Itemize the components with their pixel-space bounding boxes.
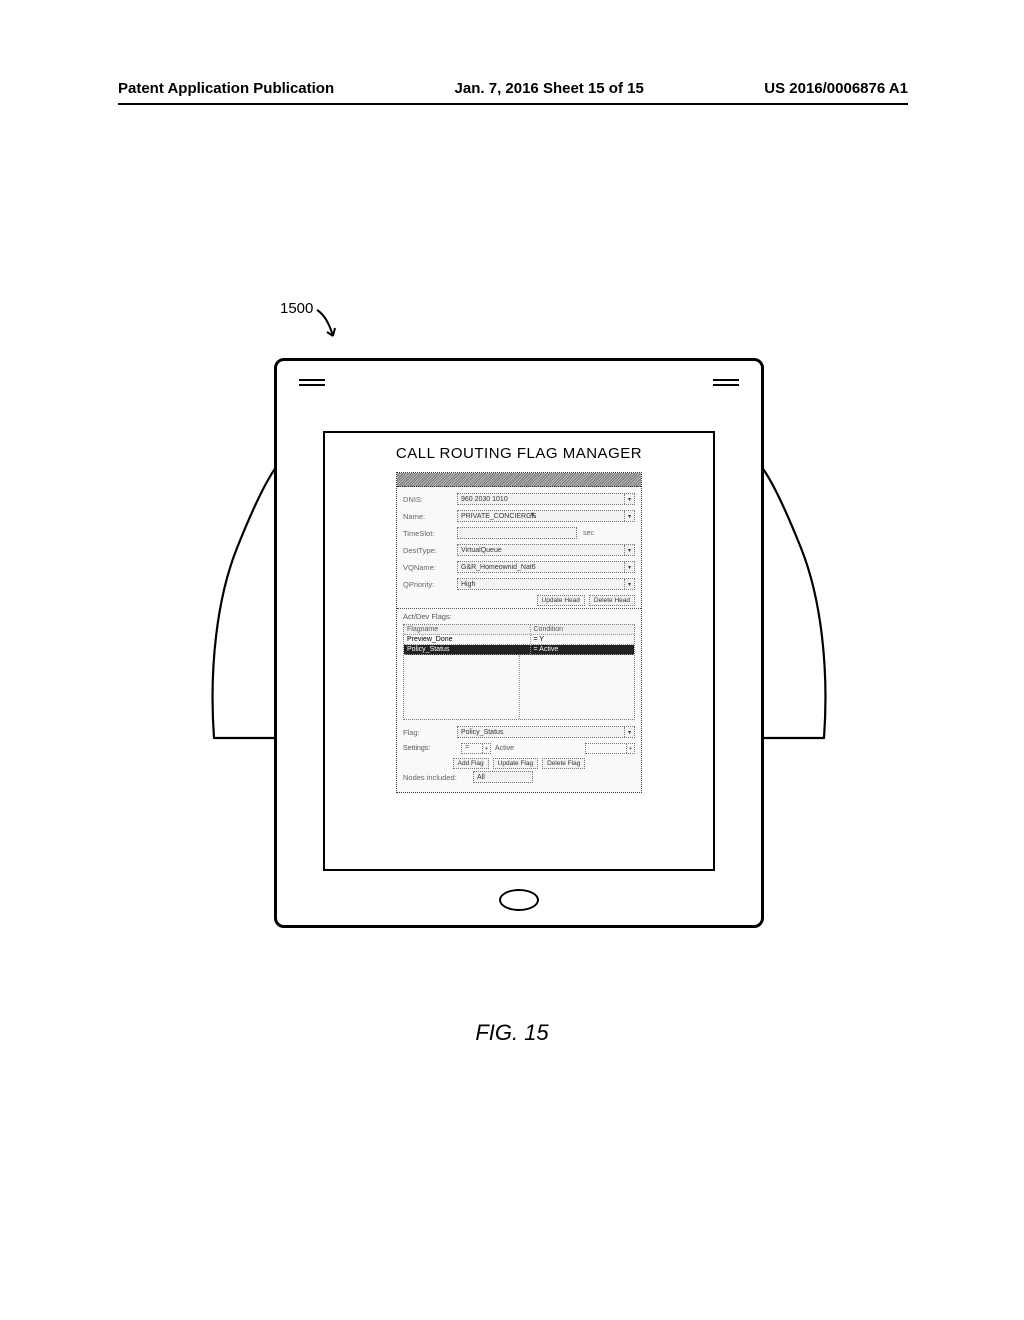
timeslot-label: TimeSlot: (403, 529, 457, 538)
timeslot-unit: sec (583, 530, 594, 537)
chevron-down-icon[interactable]: ▾ (624, 545, 634, 555)
vqname-field[interactable]: G&R_Homeownid_Nat6 ▾ (457, 561, 635, 573)
chevron-down-icon[interactable]: ▾ (624, 579, 634, 589)
cell-flagname: Policy_Status (404, 645, 531, 654)
tablet-screen: CALL ROUTING FLAG MANAGER DNIS: 960 2030… (323, 431, 715, 871)
header-right: US 2016/0006876 A1 (764, 80, 908, 97)
vqname-value: G&R_Homeownid_Nat6 (461, 564, 536, 571)
desttype-label: DestType: (403, 546, 457, 555)
dnis-field[interactable]: 960 2030 1010 ▾ (457, 493, 635, 505)
flag-value: Policy_Status (461, 729, 503, 736)
nodes-field[interactable]: All (473, 771, 533, 783)
flag-field[interactable]: Policy_Status ▾ (457, 726, 635, 738)
qpriority-label: QPriority: (403, 580, 457, 589)
name-value: PRIVATE_CONCIERGE (461, 513, 536, 520)
cursor-icon: ↖ (530, 510, 538, 521)
page-header: Patent Application Publication Jan. 7, 2… (118, 80, 908, 105)
speaker-left-icon (299, 379, 325, 389)
table-row[interactable]: Preview_Done = Y (404, 635, 634, 645)
update-flag-button[interactable]: Update Flag (493, 758, 538, 769)
settings-val-field[interactable]: ▾ (585, 743, 635, 754)
delete-flag-button[interactable]: Delete Flag (542, 758, 585, 769)
table-row[interactable]: Policy_Status = Active (404, 645, 634, 655)
qpriority-value: High (461, 581, 475, 588)
header-center: Jan. 7, 2016 Sheet 15 of 15 (455, 80, 644, 97)
chevron-down-icon[interactable]: ▾ (482, 744, 490, 753)
app-window: CALL ROUTING FLAG MANAGER DNIS: 960 2030… (325, 433, 713, 869)
form-panel: DNIS: 960 2030 1010 ▾ Name: PRIVATE_CONC… (396, 472, 642, 793)
nodes-label: Nodes included: (403, 773, 473, 782)
col-flagname: Flagname (404, 625, 531, 634)
vqname-label: VQName: (403, 563, 457, 572)
delete-head-button[interactable]: Delete Head (589, 595, 635, 606)
tablet-device: CALL ROUTING FLAG MANAGER DNIS: 960 2030… (274, 358, 764, 928)
chevron-down-icon[interactable]: ▾ (624, 511, 634, 521)
table-header: Flagname Condition (404, 625, 634, 635)
app-title: CALL ROUTING FLAG MANAGER (355, 445, 683, 462)
cell-flagname: Preview_Done (404, 635, 531, 644)
reference-arrow (315, 308, 345, 348)
qpriority-field[interactable]: High ▾ (457, 578, 635, 590)
update-head-button[interactable]: Update Head (537, 595, 585, 606)
col-condition: Condition (531, 625, 635, 634)
desttype-value: VirtualQueue (461, 547, 502, 554)
nodes-value: All (477, 774, 485, 781)
flag-label: Flag: (403, 728, 457, 737)
settings-label: Settings: (403, 745, 457, 752)
name-field[interactable]: PRIVATE_CONCIERGE ▾ ↖ (457, 510, 635, 522)
reference-number: 1500 (280, 300, 313, 317)
figure: CALL ROUTING FLAG MANAGER DNIS: 960 2030… (244, 358, 794, 948)
speaker-right-icon (713, 379, 739, 389)
timeslot-field[interactable] (457, 527, 577, 539)
cell-condition: = Active (531, 645, 635, 654)
settings-op-field[interactable]: = ▾ (461, 743, 491, 754)
chevron-down-icon[interactable]: ▾ (624, 494, 634, 504)
add-flag-button[interactable]: Add Flag (453, 758, 489, 769)
chevron-down-icon[interactable]: ▾ (624, 562, 634, 572)
active-flags-label: Act/Dev Flags: (403, 612, 635, 621)
home-button[interactable] (499, 889, 539, 911)
name-label: Name: (403, 512, 457, 521)
cell-condition: = Y (531, 635, 635, 644)
panel-header-bar (397, 473, 641, 487)
figure-caption: FIG. 15 (0, 1020, 1024, 1046)
flags-table: Flagname Condition Preview_Done = Y Poli… (403, 624, 635, 720)
dnis-label: DNIS: (403, 495, 457, 504)
desttype-field[interactable]: VirtualQueue ▾ (457, 544, 635, 556)
dnis-value: 960 2030 1010 (461, 496, 508, 503)
header-left: Patent Application Publication (118, 80, 334, 97)
settings-op: = (462, 744, 469, 751)
chevron-down-icon[interactable]: ▾ (626, 744, 634, 753)
chevron-down-icon[interactable]: ▾ (624, 727, 634, 737)
settings-val-text: Active (495, 745, 514, 752)
